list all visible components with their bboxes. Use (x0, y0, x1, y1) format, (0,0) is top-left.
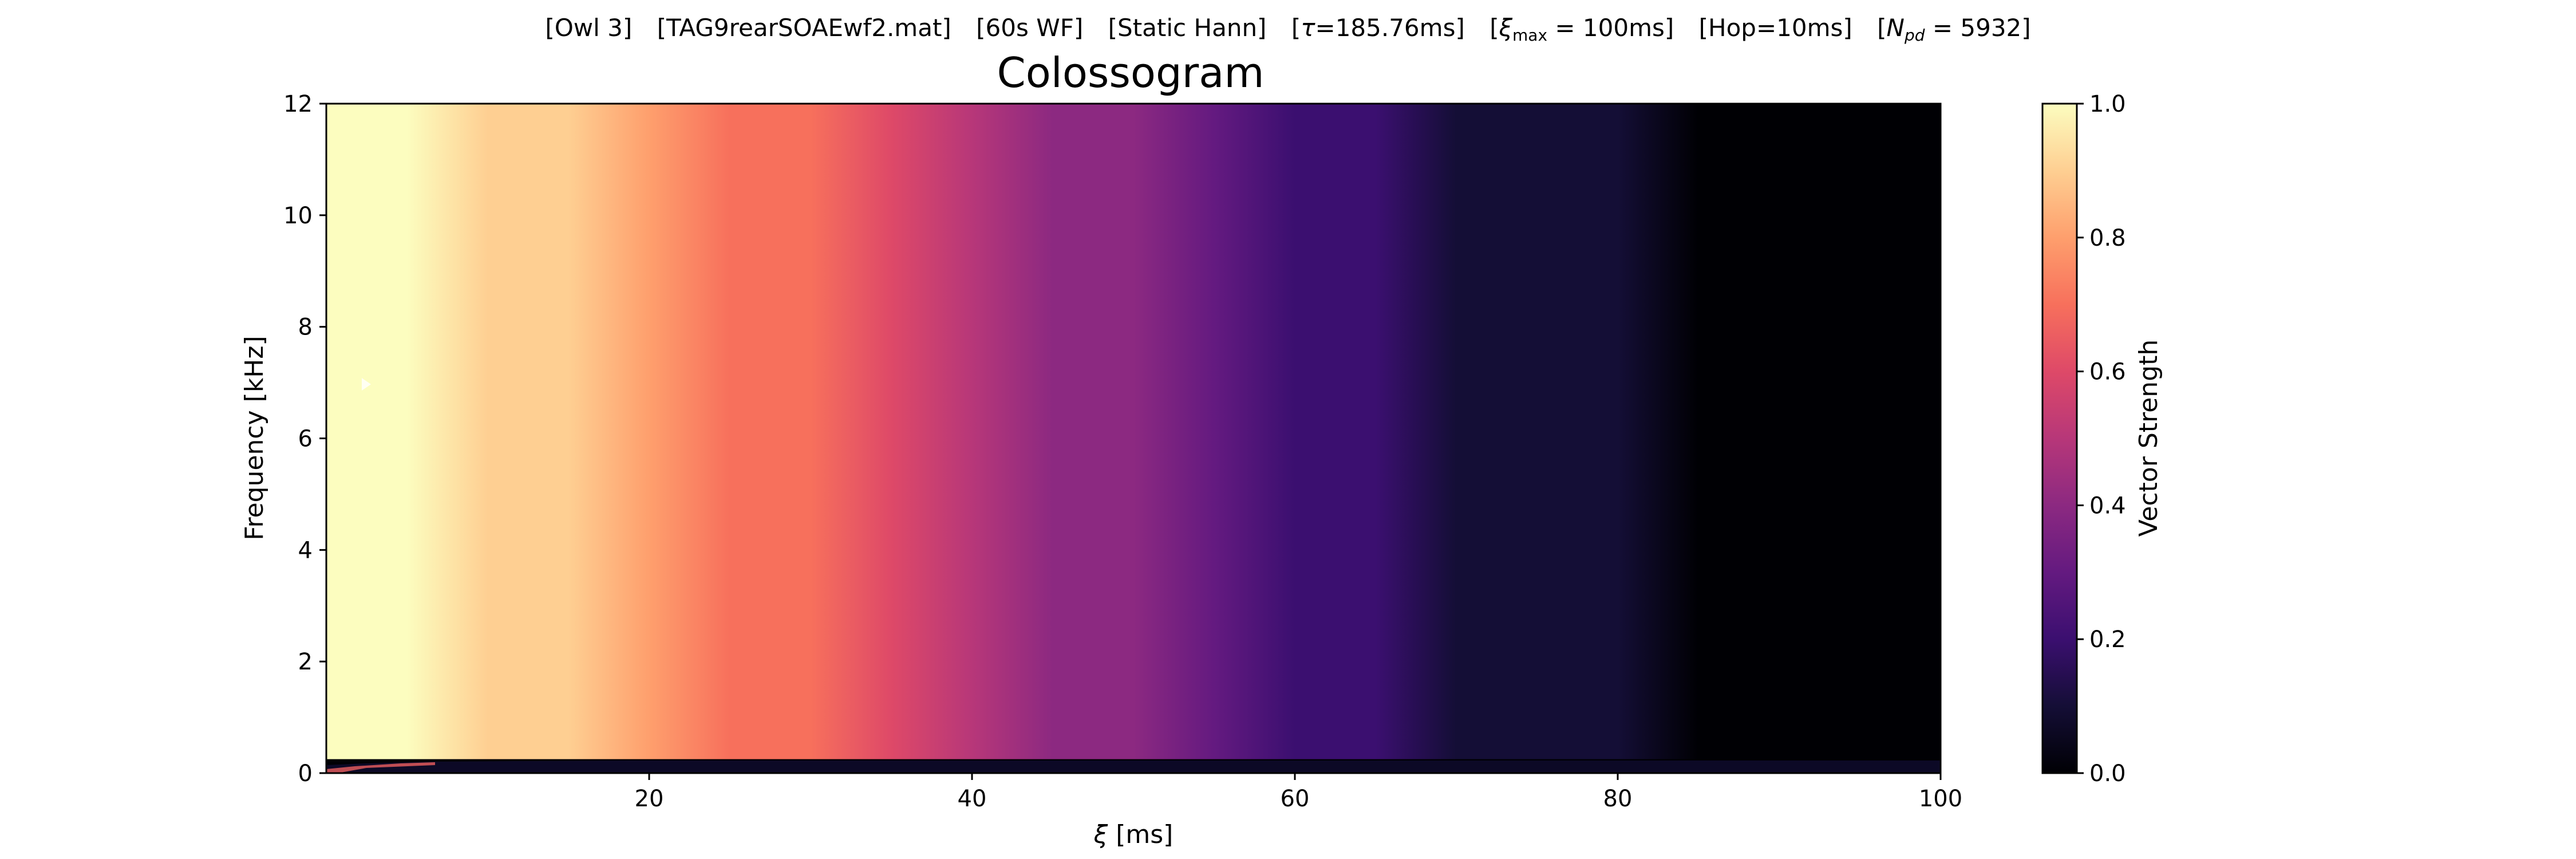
x-tick-label: 80 (1603, 786, 1633, 812)
heatmap-low-frequency-red-edge (326, 762, 435, 773)
colorbar: 0.0 0.2 0.4 0.6 0.8 1.0 Vector Strength (2041, 91, 2163, 787)
x-axis-label-symbol: ξ (1093, 820, 1108, 849)
y-axis-label: Frequency [kHz] (240, 336, 269, 540)
x-tick-label: 40 (958, 786, 987, 812)
y-tick-label: 8 (298, 314, 313, 341)
x-axis: 20 40 60 80 100 (635, 773, 1962, 812)
suptitle-owl: [Owl 3] (545, 14, 632, 42)
suptitle-tau-value: =185.76ms] (1315, 14, 1465, 42)
x-tick-label: 20 (635, 786, 664, 812)
suptitle-npd-subscript: pd (1904, 26, 1925, 45)
suptitle-file: [TAG9rearSOAEwf2.mat] (657, 14, 951, 42)
suptitle-npd-symbol: N (1887, 14, 1905, 42)
x-axis-label-unit: [ms] (1108, 820, 1173, 849)
y-tick-label: 10 (283, 203, 313, 229)
colorbar-tick-label: 1.0 (2089, 91, 2126, 117)
heatmap-low-frequency-edge (326, 761, 1941, 773)
suptitle-tau-open: [ (1291, 14, 1301, 42)
colorbar-gradient (2041, 103, 2078, 774)
suptitle-window: [Static Hann] (1108, 14, 1267, 42)
heatmap-artifact-marker (362, 378, 371, 391)
suptitle-xi-open: [ (1490, 14, 1499, 42)
suptitle-npd-value: = 5932] (1925, 14, 2031, 42)
colorbar-tick-label: 0.8 (2089, 225, 2126, 251)
suptitle-xi-value: = 100ms] (1547, 14, 1674, 42)
x-tick-label: 60 (1281, 786, 1310, 812)
colorbar-tick-label: 0.6 (2089, 359, 2126, 385)
heatmap-field (326, 104, 1941, 773)
y-tick-label: 12 (283, 91, 313, 117)
heatmap-plot (325, 103, 1942, 774)
x-axis-label: ξ [ms] (1093, 820, 1174, 849)
y-tick-label: 4 (298, 537, 313, 564)
colorbar-tick-label: 0.0 (2089, 761, 2126, 787)
y-axis: 0 2 4 6 8 10 12 (283, 91, 326, 787)
colorbar-tick-label: 0.4 (2089, 492, 2126, 519)
suptitle-xi-symbol: ξ (1499, 14, 1513, 42)
suptitle-hop: [Hop=10ms] (1699, 14, 1852, 42)
colorbar-ticks: 0.0 0.2 0.4 0.6 0.8 1.0 (2077, 91, 2126, 787)
suptitle-wf: [60s WF] (976, 14, 1083, 42)
y-tick-label: 0 (298, 761, 313, 787)
suptitle: [Owl 3] [TAG9rearSOAEwf2.mat] [60s WF] [… (545, 14, 2030, 45)
y-tick-label: 6 (298, 426, 313, 452)
suptitle-tau-symbol: τ (1301, 14, 1315, 42)
x-tick-label: 100 (1919, 786, 1962, 812)
colorbar-tick-label: 0.2 (2089, 626, 2126, 653)
suptitle-npd-open: [ (1877, 14, 1886, 42)
y-tick-label: 2 (298, 649, 313, 675)
colorbar-label: Vector Strength (2134, 340, 2163, 537)
suptitle-xi-subscript: max (1512, 26, 1547, 45)
chart-title: Colossogram (997, 49, 1264, 97)
